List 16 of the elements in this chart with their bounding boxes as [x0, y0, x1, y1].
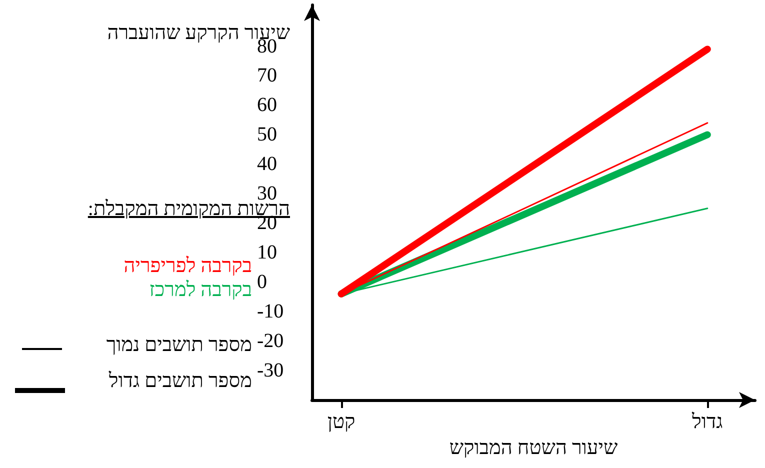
y-tick-label: 0: [257, 271, 267, 294]
y-tick-label: 60: [257, 94, 277, 116]
text: בקרבה למרכז: [149, 279, 252, 302]
x-tick-label: גדול: [691, 411, 723, 433]
x-tick-label: קטן: [327, 411, 356, 433]
text: מספר תושבים גדול: [108, 370, 252, 393]
y-tick-label: 10: [257, 242, 277, 264]
y-tick-label: 40: [257, 153, 277, 176]
y-tick-label: -30: [257, 360, 284, 382]
y-tick-label: 50: [257, 124, 277, 146]
y-tick-label: -10: [257, 300, 284, 323]
y-tick-label: -20: [257, 330, 284, 352]
x-axis-title: שיעור השטח המבוקש: [449, 437, 618, 459]
text: בקרבה לפריפריה: [124, 255, 252, 278]
text: מספר תושבים נמוך: [106, 334, 252, 357]
y-tick-label: 70: [257, 64, 277, 87]
